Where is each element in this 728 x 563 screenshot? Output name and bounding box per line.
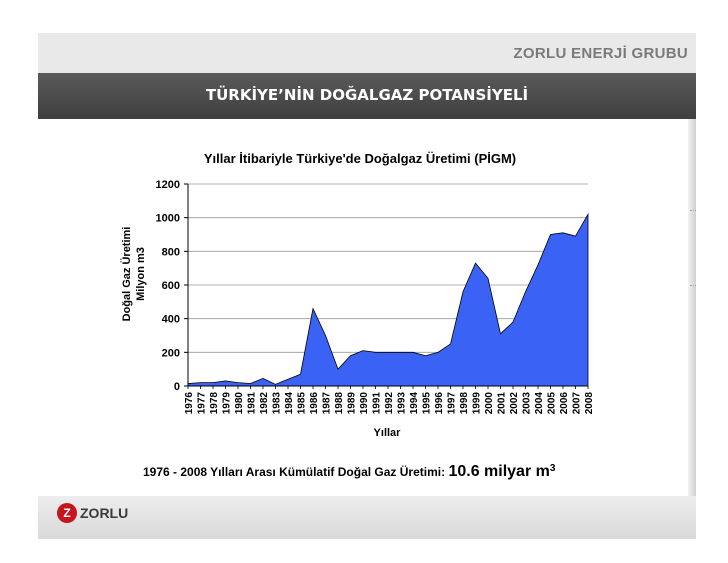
cumulative-footnote: 1976 - 2008 Yılları Arası Kümülatif Doğa… <box>143 463 555 481</box>
x-tick-label-2003: 2003 <box>522 392 533 415</box>
footnote-sup: 3 <box>549 463 556 474</box>
y-tick-label-1200: 1200 <box>156 179 180 191</box>
slide-title: TÜRKİYE’NİN DOĞALGAZ POTANSİYELİ <box>205 86 529 104</box>
top-bar <box>38 33 696 73</box>
x-tick-label-1985: 1985 <box>297 392 308 415</box>
x-tick-label-1993: 1993 <box>397 392 408 415</box>
y-tick-label-800: 800 <box>162 246 180 258</box>
x-tick-label-1996: 1996 <box>434 392 445 415</box>
x-tick-label-1983: 1983 <box>272 392 283 415</box>
y-tick-label-400: 400 <box>162 314 180 326</box>
x-tick-label-2007: 2007 <box>572 392 583 415</box>
x-tick-label-2000: 2000 <box>484 392 495 415</box>
x-tick-label-1981: 1981 <box>247 392 258 415</box>
x-tick-label-1994: 1994 <box>409 392 420 415</box>
x-tick-label-1999: 1999 <box>472 392 483 415</box>
edge-tick <box>690 210 696 211</box>
y-axis-label-line-2: Milyon m3 <box>135 247 147 301</box>
x-tick-label-1978: 1978 <box>209 392 220 415</box>
y-tick-labels: 0 200 400 600 800 1000 1200 <box>156 179 188 393</box>
x-tick-label-1997: 1997 <box>447 392 458 415</box>
y-axis-label-line-1: Doğal Gaz Üretimi <box>120 227 133 322</box>
y-tick-label-0: 0 <box>174 381 180 393</box>
x-tick-label-1989: 1989 <box>347 392 358 415</box>
production-area <box>187 212 589 387</box>
chart-title: Yıllar İtibariyle Türkiye'de Doğalgaz Ür… <box>204 151 516 166</box>
x-tick-label-2005: 2005 <box>547 392 558 415</box>
bottom-bar <box>38 496 696 539</box>
brand-logo-text: ZORLU ENERJİ GRUBU <box>513 45 688 62</box>
x-tick-label-1977: 1977 <box>197 392 208 415</box>
x-tick-label-1982: 1982 <box>259 392 270 415</box>
x-tick-label-2006: 2006 <box>559 392 570 415</box>
x-tick-label-1990: 1990 <box>359 392 370 415</box>
right-edge-decoration <box>688 119 696 539</box>
edge-tick <box>690 285 696 286</box>
x-tick-label-2008: 2008 <box>584 392 595 415</box>
footnote-text: 1976 - 2008 Yılları Arası Kümülatif Doğa… <box>143 465 446 479</box>
y-tick-label-1000: 1000 <box>156 213 180 225</box>
title-bar: TÜRKİYE’NİN DOĞALGAZ POTANSİYELİ <box>38 73 696 119</box>
x-tick-label-1979: 1979 <box>222 392 233 415</box>
y-tick-label-200: 200 <box>162 347 180 359</box>
x-tick-label-1992: 1992 <box>384 392 395 415</box>
area-series <box>187 212 589 387</box>
x-tick-label-2001: 2001 <box>497 392 508 415</box>
x-tick-label-1991: 1991 <box>372 392 383 415</box>
x-tick-label-1998: 1998 <box>459 392 470 415</box>
x-tick-label-1976: 1976 <box>184 392 195 415</box>
x-tick-label-2002: 2002 <box>509 392 520 415</box>
x-axis-label: Yıllar <box>374 427 402 439</box>
logo-text: ZORLU <box>80 505 129 521</box>
zorlu-logo: Z ZORLU <box>57 502 128 524</box>
x-tick-label-1987: 1987 <box>322 392 333 415</box>
x-tick-label-1980: 1980 <box>234 392 245 415</box>
x-tick-label-1988: 1988 <box>334 392 345 415</box>
logo-icon: Z <box>57 503 77 523</box>
x-tick-label-1984: 1984 <box>284 392 295 415</box>
x-tick-label-1995: 1995 <box>422 392 433 415</box>
y-tick-label-600: 600 <box>162 280 180 292</box>
x-tick-labels: 1976 1977 1978 1979 1980 1981 1982 1983 1984 1985… <box>184 386 595 414</box>
x-tick-label-2004: 2004 <box>534 392 545 415</box>
footnote-value: 10.6 milyar m <box>448 463 550 480</box>
x-tick-label-1986: 1986 <box>309 392 320 415</box>
